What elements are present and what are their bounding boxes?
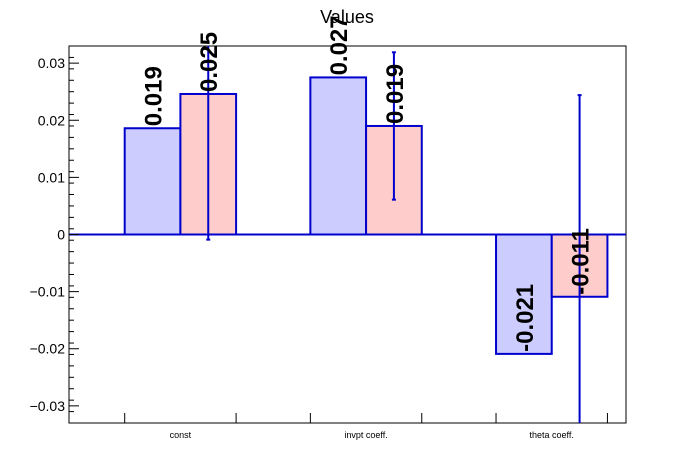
x-tick-label: const [170, 430, 192, 440]
data-label: 0.027 [326, 15, 353, 75]
y-tick-label: −0.02 [30, 341, 66, 357]
x-axis: const invpt coeff. theta coeff. [124, 413, 608, 440]
x-tick-label: theta coeff. [530, 430, 574, 440]
data-label: -0.021 [512, 284, 539, 352]
error-bars-layer [206, 46, 582, 423]
data-labels-layer: 0.019 0.025 0.027 0.019 -0.021 -0.011 [141, 15, 595, 352]
data-label: 0.025 [196, 32, 223, 92]
data-label: 0.019 [141, 66, 168, 126]
y-tick-label: −0.01 [30, 284, 66, 300]
chart-title: Values [320, 7, 374, 27]
bar [309, 76, 368, 236]
data-label: 0.019 [382, 64, 409, 124]
y-tick-label: 0.01 [38, 169, 65, 185]
bar [123, 127, 182, 236]
bar [495, 233, 553, 355]
y-axis: −0.03 −0.02 −0.01 0 0.01 0.02 0.03 [30, 45, 79, 424]
y-tick-label: 0.03 [38, 55, 65, 71]
data-label: -0.011 [568, 228, 595, 295]
y-tick-label: −0.03 [30, 398, 66, 414]
y-tick-label: 0.02 [38, 112, 65, 128]
x-tick-label: invpt coeff. [344, 430, 387, 440]
y-tick-label: 0 [57, 227, 65, 243]
